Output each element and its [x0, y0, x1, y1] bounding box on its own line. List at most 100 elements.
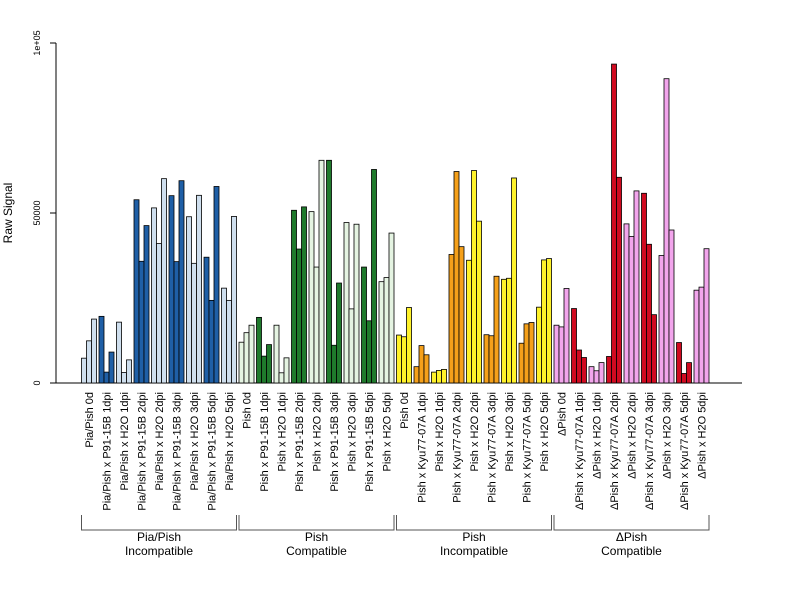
x-tick-label: ΔPish x Kyu77-07A 3dpi	[644, 392, 656, 510]
bar	[186, 216, 192, 384]
x-tick-label: Pish x H2O 3dpi	[504, 392, 516, 471]
bar	[698, 286, 705, 384]
bar	[563, 288, 570, 384]
x-tick-labels: Pia/Pish 0d Pia/Pish x P91-15B 1dpi Pia/Pi…	[84, 392, 709, 511]
bars	[81, 63, 710, 384]
bar	[336, 282, 342, 384]
bar	[103, 371, 110, 384]
bar	[471, 170, 477, 384]
bar	[483, 334, 490, 384]
bar	[528, 322, 535, 384]
group-label: Incompatible	[440, 544, 508, 558]
bar	[348, 308, 355, 384]
bar	[168, 195, 175, 384]
bar	[213, 186, 220, 384]
bar	[191, 262, 197, 384]
bar	[536, 306, 542, 384]
bar	[663, 78, 670, 384]
bar	[518, 342, 525, 384]
x-tick-label: ΔPish x H2O 3dpi	[662, 392, 674, 479]
bar	[143, 225, 150, 384]
bar	[646, 243, 652, 384]
bar	[693, 289, 700, 384]
bar	[178, 180, 185, 384]
x-tick-label: Pish x P91-15B 2dpi	[294, 392, 306, 492]
bar	[243, 332, 250, 384]
bar	[546, 258, 552, 384]
bar	[238, 341, 245, 384]
bar	[423, 354, 430, 384]
bar	[266, 344, 272, 384]
x-tick-label: Pish x Kyu77-07A 1dpi	[417, 392, 429, 503]
x-tick-label: Pia/Pish x P91-15B 2dpi	[137, 392, 149, 511]
y-tick-label: 1e+05	[32, 30, 42, 55]
bar	[628, 236, 635, 384]
bar	[651, 314, 657, 384]
group-bracket	[396, 515, 552, 531]
x-tick-label: Pia/Pish x H2O 5dpi	[224, 392, 236, 490]
x-tick-label: Pia/Pish x P91-15B 5dpi	[207, 392, 219, 511]
bar	[623, 223, 630, 384]
bar	[196, 194, 202, 384]
x-tick-label: Pia/Pish x H2O 2dpi	[154, 392, 166, 490]
bar	[283, 357, 290, 384]
x-tick-label: Pish x H2O 2dpi	[312, 392, 324, 471]
bar	[488, 335, 495, 384]
bar	[588, 366, 595, 384]
group-label: Pia/Pish	[137, 530, 181, 544]
bar	[511, 177, 517, 384]
x-tick-label: Pish x H2O 1dpi	[434, 392, 446, 471]
bar	[301, 206, 307, 384]
y-axis-label: Raw Signal	[1, 183, 15, 244]
x-tick-label: Pia/Pish x H2O 1dpi	[119, 392, 131, 490]
bar	[553, 324, 560, 384]
bar	[448, 254, 455, 384]
bar	[353, 223, 360, 384]
bar	[98, 315, 105, 384]
bar	[208, 299, 215, 384]
x-tick-label: Pia/Pish x P91-15B 3dpi	[172, 392, 184, 511]
bar	[441, 368, 447, 384]
bar	[676, 342, 682, 384]
bar	[156, 243, 162, 384]
x-tick-label: Pia/Pish x P91-15B 1dpi	[102, 392, 114, 511]
bar	[598, 362, 605, 384]
bar	[108, 351, 115, 384]
bar	[686, 362, 692, 384]
x-tick-label: ΔPish x H2O 2dpi	[627, 392, 639, 479]
bar	[273, 324, 280, 384]
bar	[703, 248, 710, 384]
x-tick-label: Pish x H2O 5dpi	[382, 392, 394, 471]
bar	[116, 321, 122, 384]
bar	[616, 176, 622, 384]
x-tick-label: Pia/Pish x H2O 3dpi	[189, 392, 201, 490]
bar	[453, 171, 460, 384]
group-bracket	[81, 515, 237, 531]
bar	[326, 159, 332, 384]
bar	[261, 355, 267, 384]
bar	[313, 266, 320, 384]
x-tick-label: Pish x H2O 5dpi	[539, 392, 551, 471]
bar	[633, 190, 640, 384]
group-label: Incompatible	[125, 544, 193, 558]
group-bracket	[238, 515, 395, 531]
bar	[506, 277, 512, 384]
bar	[126, 359, 132, 384]
group-label: Compatible	[601, 544, 662, 558]
bar	[291, 209, 297, 384]
bar	[151, 207, 157, 384]
bar	[681, 373, 687, 384]
bar	[203, 256, 210, 384]
x-tick-label: Pish 0d	[399, 392, 411, 429]
x-tick-label: Pish 0d	[242, 392, 254, 429]
bar	[593, 370, 600, 384]
bar	[501, 278, 507, 384]
bar	[466, 259, 472, 384]
y-tick-label: 0	[32, 380, 42, 385]
x-tick-label: Pish x Kyu77-07A 3dpi	[487, 392, 499, 503]
bar	[226, 299, 232, 384]
bar	[558, 326, 565, 384]
bar	[493, 275, 500, 384]
bar	[658, 255, 665, 384]
